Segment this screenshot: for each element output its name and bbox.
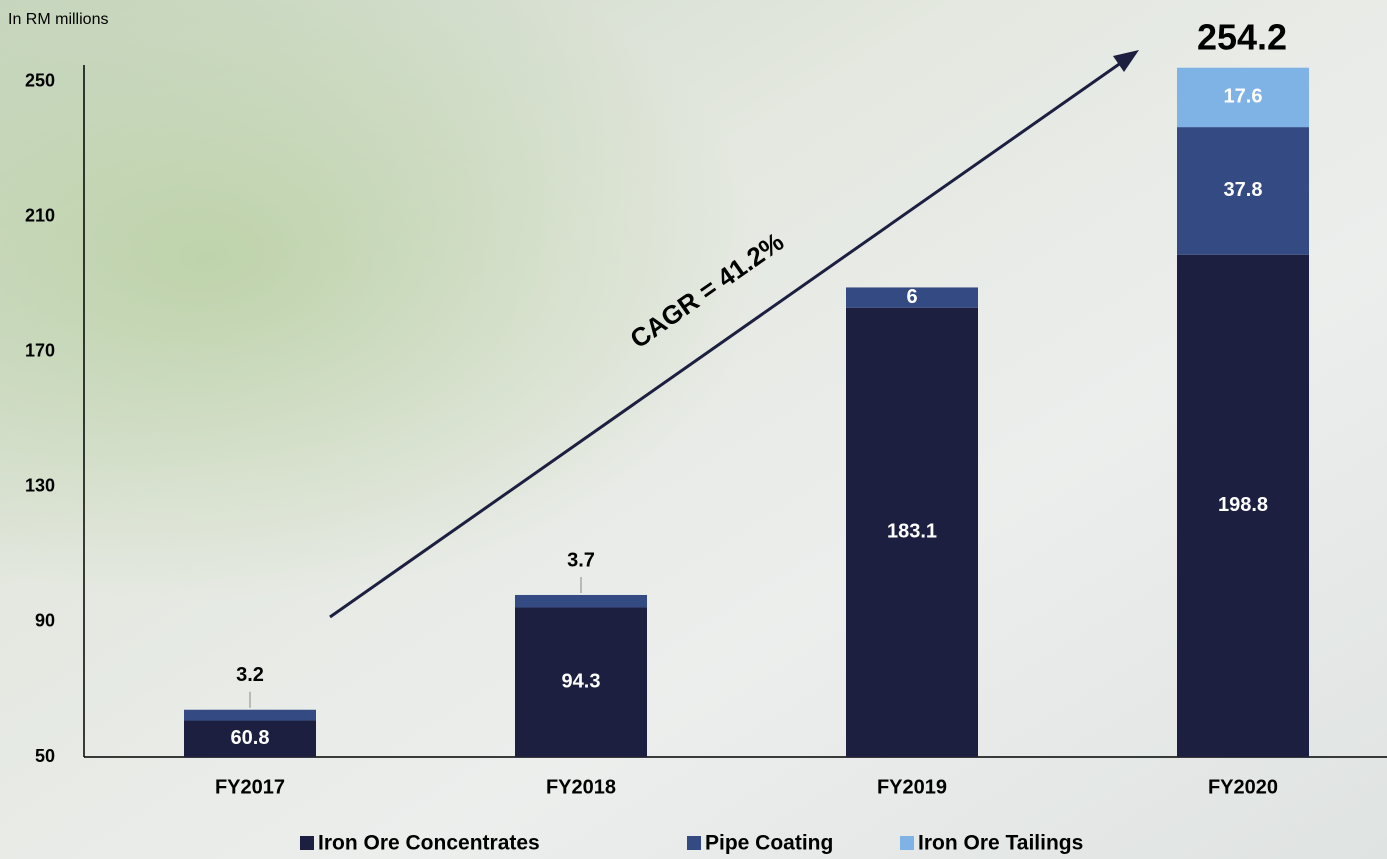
- cagr-arrow: [329, 58, 1126, 619]
- bar-segment: [184, 709, 316, 721]
- data-label: 3.2: [236, 664, 264, 686]
- data-label: 37.8: [1224, 179, 1263, 201]
- x-tick-label: FY2020: [1208, 776, 1278, 798]
- bar-segment: [184, 720, 316, 757]
- arrow-head: [1113, 50, 1139, 72]
- y-tick-label: 250: [25, 71, 55, 91]
- bar-segment: [1177, 127, 1309, 255]
- data-label: 183.1: [887, 521, 937, 543]
- y-tick-label: 210: [25, 206, 55, 226]
- y-tick-label: 130: [25, 476, 55, 496]
- bar-segment: [1177, 254, 1309, 757]
- data-label: 94.3: [562, 671, 601, 693]
- legend-label: Iron Ore Concentrates: [318, 832, 540, 855]
- legend-swatch: [300, 836, 314, 850]
- legend-label: Pipe Coating: [705, 832, 833, 855]
- data-label: 60.8: [231, 727, 270, 749]
- bar-segment: [1177, 67, 1309, 128]
- bar-segment: [846, 287, 978, 308]
- total-label: 254.2: [1197, 17, 1287, 58]
- data-label: 3.7: [567, 549, 595, 571]
- y-tick-label: 90: [35, 611, 55, 631]
- data-label: 17.6: [1224, 86, 1263, 108]
- data-label: 6: [906, 286, 917, 308]
- legend-swatch: [687, 836, 701, 850]
- data-label: 198.8: [1218, 494, 1268, 516]
- bar-segment: [846, 307, 978, 757]
- legend-swatch: [900, 836, 914, 850]
- bar-segment: [515, 607, 647, 757]
- y-axis-label: In RM millions: [8, 11, 108, 28]
- x-tick-label: FY2018: [546, 776, 616, 798]
- x-tick-label: FY2017: [215, 776, 285, 798]
- legend-label: Iron Ore Tailings: [918, 832, 1083, 855]
- bar-segment: [515, 594, 647, 608]
- x-tick-label: FY2019: [877, 776, 947, 798]
- y-tick-label: 50: [35, 746, 55, 766]
- y-tick-label: 170: [25, 341, 55, 361]
